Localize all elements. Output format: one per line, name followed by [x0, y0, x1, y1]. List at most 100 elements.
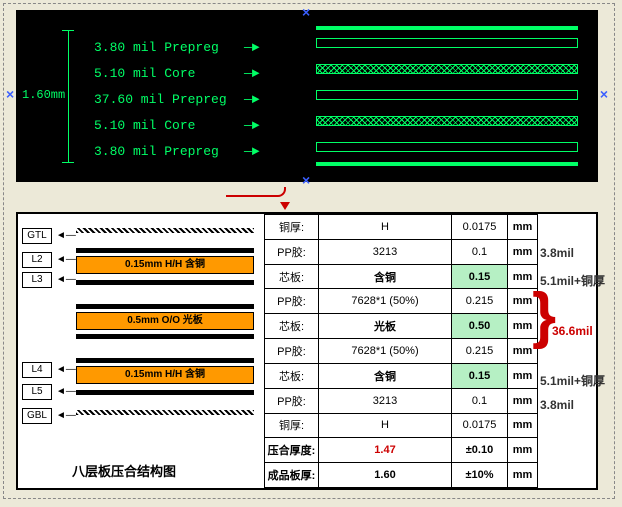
table-cell: 0.215	[452, 289, 508, 314]
table-cell: mm	[508, 363, 538, 388]
table-cell: 0.0175	[452, 215, 508, 240]
table-cell: PP胶:	[265, 289, 319, 314]
layer-bar	[316, 64, 578, 74]
dim-line	[68, 30, 69, 162]
table-cell: 光板	[319, 314, 452, 339]
table-cell: 含铜	[319, 264, 452, 289]
core-2: 0.5mm O/O 光板	[76, 312, 254, 330]
hatch-bottom	[76, 410, 254, 415]
arrow-icon: —►	[244, 40, 260, 55]
brace-icon: }	[532, 286, 556, 346]
table-cell: 成品板厚:	[265, 463, 319, 488]
spec-text: 37.60 mil Prepreg	[94, 92, 227, 107]
table-cell: 3213	[319, 239, 452, 264]
table-row: PP胶:7628*1 (50%)0.215mm	[265, 289, 538, 314]
total-thickness: 1.60mm	[22, 88, 65, 102]
layer-bar	[316, 116, 578, 126]
table-cell: H	[319, 215, 452, 240]
spec-text: 5.10 mil Core	[94, 118, 195, 133]
table-cell: 铜厚:	[265, 215, 319, 240]
table-cell: 0.0175	[452, 413, 508, 438]
copper-top	[316, 26, 578, 30]
spec-table: 铜厚:H0.0175mmPP胶:32130.1mm芯板:含铜0.15mmPP胶:…	[264, 214, 538, 488]
side-note: 3.8mil	[540, 398, 574, 412]
table-cell: 0.215	[452, 339, 508, 364]
table-cell: 1.60	[319, 463, 452, 488]
table-cell: PP胶:	[265, 239, 319, 264]
table-cell: mm	[508, 413, 538, 438]
layer-bar	[316, 90, 578, 100]
table-row: 芯板:光板0.50mm	[265, 314, 538, 339]
spec-text: 3.80 mil Prepreg	[94, 40, 219, 55]
arrow-head	[280, 202, 290, 210]
table-cell: 压合厚度:	[265, 438, 319, 463]
table-cell: ±10%	[452, 463, 508, 488]
table-cell: 芯板:	[265, 314, 319, 339]
table-cell: mm	[508, 463, 538, 488]
side-note: 3.8mil	[540, 246, 574, 260]
arrow-icon: —►	[244, 118, 260, 133]
marker-top: ×	[302, 4, 310, 20]
bottom-panel: GTL ◄— L2 ◄— 0.15mm H/H 含铜 L3 ◄— 0.5mm O…	[16, 212, 598, 490]
table-row: 铜厚:H0.0175mm	[265, 413, 538, 438]
layer-l4: L4	[22, 362, 52, 378]
side-note: 5.1mil+铜厚	[540, 372, 605, 389]
spec-text: 3.80 mil Prepreg	[94, 144, 219, 159]
table-cell: 0.15	[452, 363, 508, 388]
arrow-icon: —►	[244, 92, 260, 107]
layer-l5: L5	[22, 384, 52, 400]
table-row: 压合厚度:1.47±0.10mm	[265, 438, 538, 463]
spec-row: 37.60 mil Prepreg —►	[94, 88, 594, 114]
table-cell: 0.50	[452, 314, 508, 339]
table-cell: 含铜	[319, 363, 452, 388]
table-cell: 3213	[319, 388, 452, 413]
marker-right: ×	[600, 86, 608, 102]
table-cell: 0.1	[452, 239, 508, 264]
frame: × × × × 1.60mm 3.80 mil Prepreg—►5.10 mi…	[3, 3, 615, 499]
arrow-line	[226, 187, 286, 197]
spec-row: 3.80 mil Prepreg —►	[94, 36, 594, 62]
marker-bottom: ×	[302, 172, 310, 188]
layer-bar	[316, 142, 578, 152]
table-cell: H	[319, 413, 452, 438]
table-row: 成品板厚:1.60±10%mm	[265, 463, 538, 488]
table-row: PP胶:32130.1mm	[265, 388, 538, 413]
table-cell: mm	[508, 388, 538, 413]
spec-text: 5.10 mil Core	[94, 66, 195, 81]
table-row: 铜厚:H0.0175mm	[265, 215, 538, 240]
table-cell: mm	[508, 438, 538, 463]
table-cell: 芯板:	[265, 363, 319, 388]
table-cell: 0.1	[452, 388, 508, 413]
table-cell: 1.47	[319, 438, 452, 463]
table-cell: mm	[508, 239, 538, 264]
layer-l2: L2	[22, 252, 52, 268]
table-row: 芯板:含铜0.15mm	[265, 363, 538, 388]
table-cell: 0.15	[452, 264, 508, 289]
table-cell: mm	[508, 215, 538, 240]
table-cell: PP胶:	[265, 339, 319, 364]
table-cell: 芯板:	[265, 264, 319, 289]
arrow-icon: —►	[244, 144, 260, 159]
spec-row: 5.10 mil Core —►	[94, 114, 594, 140]
core-1: 0.15mm H/H 含铜	[76, 256, 254, 274]
side-notes: 3.8mil5.1mil+铜厚36.6mil5.1mil+铜厚3.8mil }	[540, 214, 598, 488]
layer-gbl: GBL	[22, 408, 52, 424]
table-cell: 7628*1 (50%)	[319, 339, 452, 364]
table-row: 芯板:含铜0.15mm	[265, 264, 538, 289]
arrow-icon: —►	[244, 66, 260, 81]
layer-l3: L3	[22, 272, 52, 288]
marker-left: ×	[6, 86, 14, 102]
stackup-title: 八层板压合结构图	[72, 461, 176, 480]
hatch-top	[76, 228, 254, 233]
table-cell: ±0.10	[452, 438, 508, 463]
top-panel: × × × × 1.60mm 3.80 mil Prepreg—►5.10 mi…	[16, 10, 598, 182]
side-note: 36.6mil	[552, 324, 593, 338]
layer-gtl: GTL	[22, 228, 52, 244]
table-row: PP胶:32130.1mm	[265, 239, 538, 264]
spec-row: 5.10 mil Core —►	[94, 62, 594, 88]
table-cell: PP胶:	[265, 388, 319, 413]
stackup-diagram: GTL ◄— L2 ◄— 0.15mm H/H 含铜 L3 ◄— 0.5mm O…	[18, 214, 264, 488]
layer-bar	[316, 38, 578, 48]
table-row: PP胶:7628*1 (50%)0.215mm	[265, 339, 538, 364]
copper-bottom	[316, 162, 578, 166]
